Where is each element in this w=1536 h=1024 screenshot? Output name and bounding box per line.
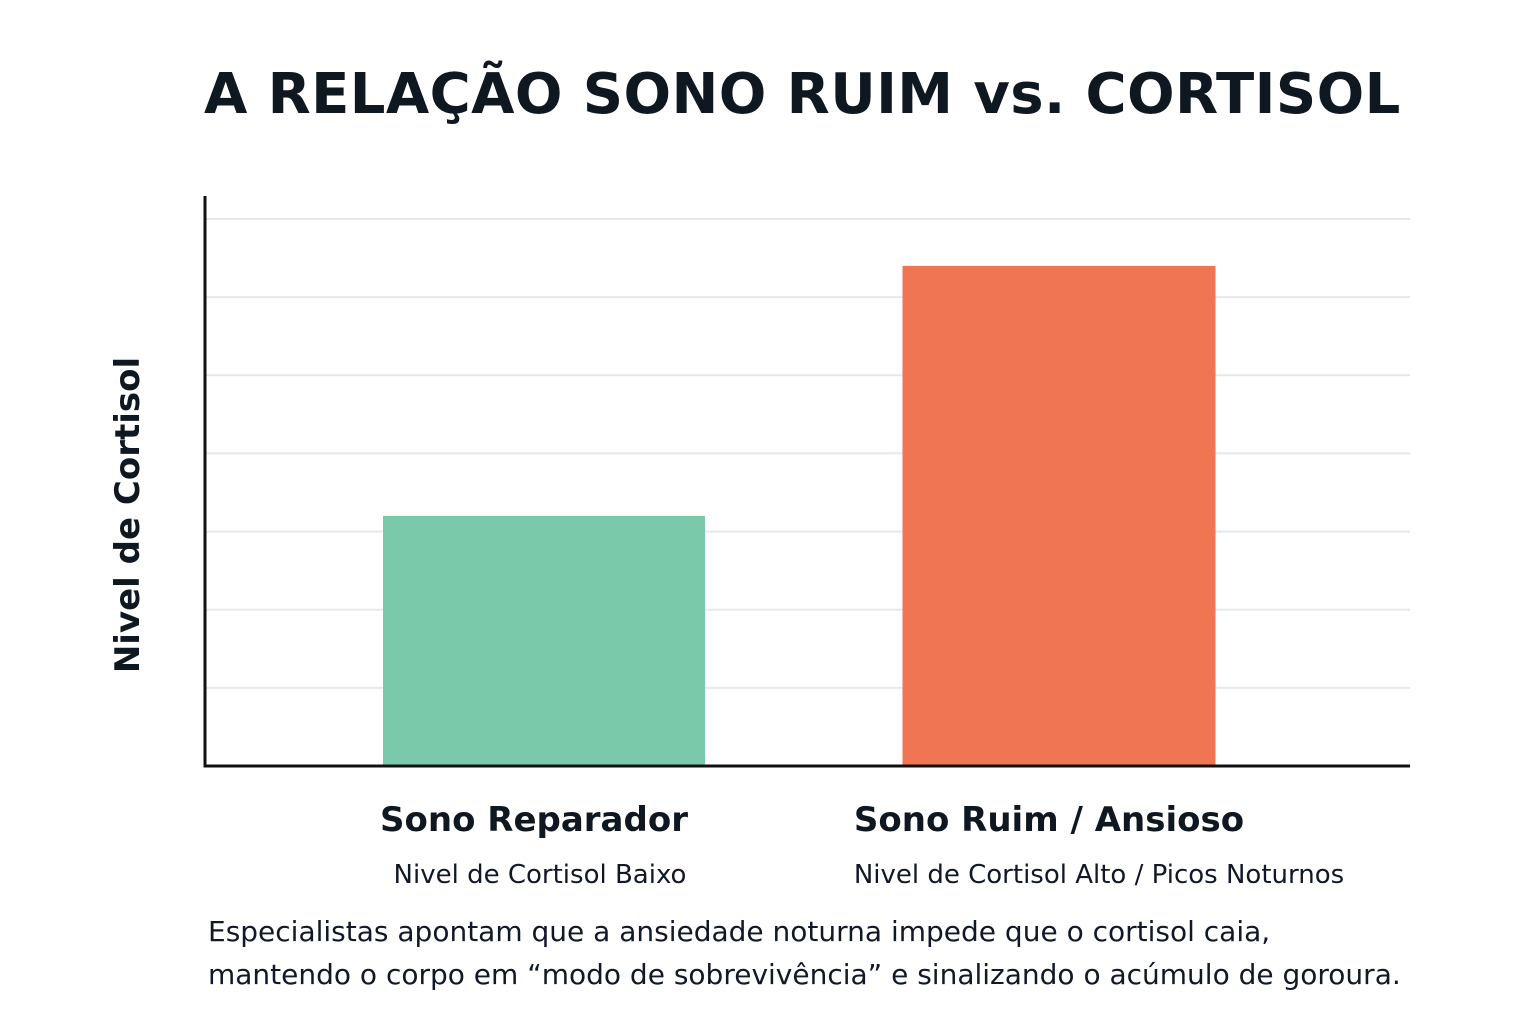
bar-1	[383, 515, 705, 766]
chart-footnote: Especialistas apontam que a ansiedade no…	[208, 910, 1448, 996]
footnote-line-2: mantendo o corpo em “modo de sobrevivênc…	[208, 958, 1401, 991]
x-category-label-1: Sono Reparador	[380, 800, 688, 840]
chart-title: A RELAÇÃO SONO RUIM vs. CORTISOL	[204, 62, 1401, 127]
footnote-line-1: Especialistas apontam que a ansiedade no…	[208, 915, 1271, 948]
x-category-label-2: Sono Ruim / Ansioso	[854, 800, 1244, 840]
bar-2	[902, 265, 1216, 766]
x-category-subtitle-1: Nivel de Cortisol Baixo	[394, 860, 687, 890]
x-category-subtitle-2: Nivel de Cortisol Alto / Picos Noturnos	[854, 860, 1344, 890]
